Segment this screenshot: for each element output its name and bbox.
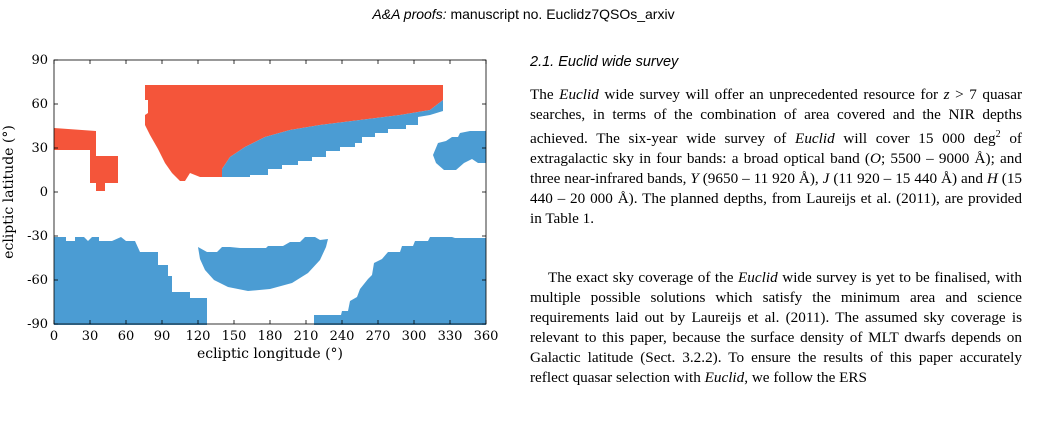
p1-segment: The [530,86,560,103]
y-tick-label: -90 [27,317,48,332]
x-tick-label: 210 [294,329,319,344]
survey-south-center [198,237,328,291]
p1-segment: Y [690,170,699,188]
p1-segment: (15 440 – 20 000 Å). The planned depths,… [530,170,1023,228]
p1-segment: of extragalactic sky in four bands: a br… [530,130,1022,168]
section-title: 2.1. Euclid wide survey [530,54,679,70]
galactic-mask-central [145,85,443,181]
x-tick-label: 270 [366,329,391,344]
survey-north-small [352,137,362,147]
manuscript-id: manuscript no. Euclidz7QSOs_arxiv [450,6,675,22]
p1-segment: wide survey will offer an unprecedented … [598,86,944,103]
p1-segment: Euclid [559,86,599,103]
x-tick-label: 0 [50,329,58,344]
p1-segment: (11 920 – 15 440 Å) and [829,170,987,188]
y-axis-ticks: 90 60 30 0 -30 -60 -90 [27,53,486,332]
x-tick-label: 300 [402,329,427,344]
p1-segment: 2 [995,129,1001,140]
p1-segment: J [822,170,830,188]
journal-name: A&A proofs: [372,6,447,22]
paragraph-1-text: The Euclid wide survey will offer an unp… [530,85,1022,229]
x-tick-label: 120 [186,329,211,344]
x-axis-label: ecliptic longitude (°) [197,346,343,362]
p2-segment: Euclid [738,269,778,286]
p2-segment: , we follow the ERS [744,369,868,386]
page-cutoff [0,420,1047,427]
y-tick-label: 90 [31,53,48,68]
survey-south-left [54,237,207,325]
y-tick-label: 60 [31,97,48,112]
paragraph-2: The exact sky coverage of the Euclid wid… [530,268,1022,388]
p1-segment: O [869,150,881,168]
y-axis-label: ecliptic latitude (°) [1,125,17,259]
x-axis-ticks: 0 30 60 90 120 150 180 210 240 270 300 330 360 [50,60,499,344]
y-tick-label: -60 [27,273,48,288]
y-tick-label: -30 [27,229,48,244]
x-tick-label: 90 [154,329,171,344]
p1-segment: > 7 quasar searches, in terms of the com… [530,86,1022,148]
y-tick-label: 30 [31,141,48,156]
p1-segment: z [943,86,950,103]
p2-segment: wide survey is yet to be finalised, with… [530,269,1022,386]
x-tick-label: 360 [474,329,499,344]
x-tick-label: 150 [222,329,247,344]
galactic-mask-left [54,128,118,191]
x-tick-label: 60 [118,329,135,344]
survey-south-right [314,237,486,325]
survey-north-right [433,131,486,170]
sky-coverage-figure: 0 30 60 90 120 150 180 210 240 270 300 330 360 90603… [1,53,499,362]
x-tick-label: 240 [330,329,355,344]
x-tick-label: 180 [258,329,283,344]
p1-segment: H [986,170,998,188]
y-tick-label: 0 [40,185,48,200]
p1-segment: (9650 – 11 920 Å), [698,170,823,188]
galactic-mask-regions [54,85,443,191]
p2-segment: Euclid [704,369,745,386]
p2-segment: The exact sky coverage of the [548,269,739,286]
survey-north-center [222,100,443,177]
p1-segment: Euclid [795,130,835,148]
paragraph-1: The Euclid wide survey will offer an unp… [530,85,1022,229]
survey-regions [54,100,486,325]
page-header: A&A proofs: manuscript no. Euclidz7QSOs_… [0,6,1047,22]
p1-segment: will cover 15 000 deg [834,130,996,148]
paragraph-2-text: The exact sky coverage of the Euclid wid… [530,268,1022,388]
p1-segment: ; 5500 – 9000 Å); and three near-infrare… [530,150,1022,188]
x-tick-label: 330 [438,329,463,344]
x-tick-label: 30 [82,329,99,344]
